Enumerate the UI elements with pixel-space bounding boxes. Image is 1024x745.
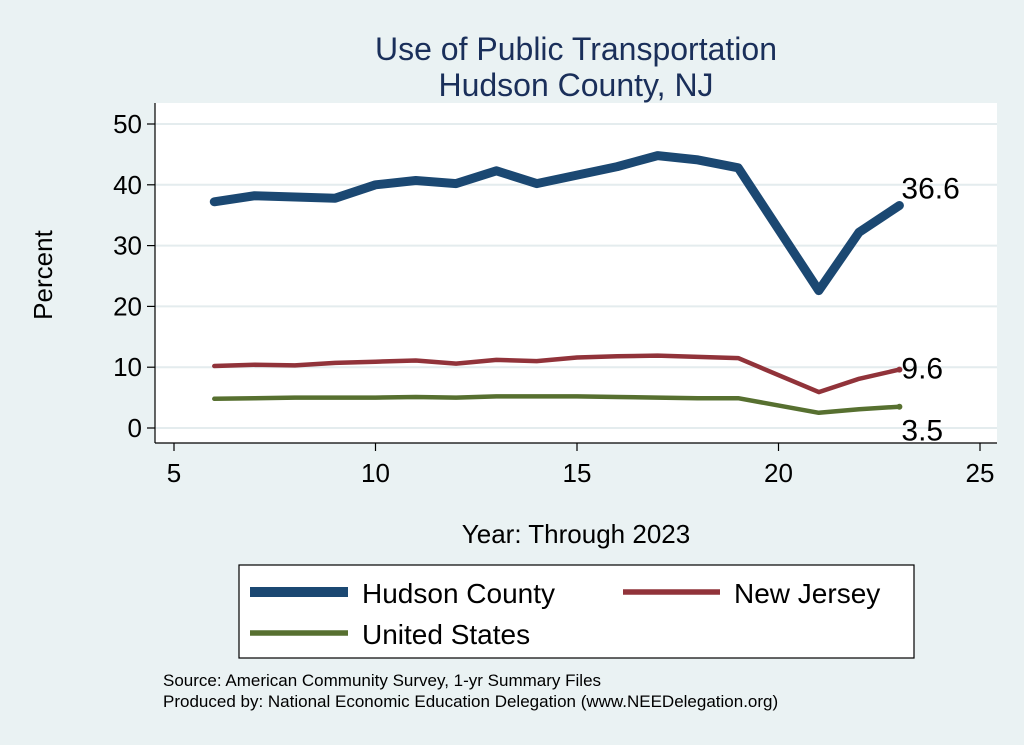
series-line-united-states <box>212 394 902 416</box>
y-ticks: 0 10 20 30 40 50 <box>113 109 155 443</box>
legend-label-hudson-county: Hudson County <box>362 578 555 609</box>
x-tick-label-20: 20 <box>764 458 793 488</box>
end-label-hudson-county: 36.6 <box>901 172 959 205</box>
x-axis-title: Year: Through 2023 <box>462 519 690 549</box>
series-line-hudson-county <box>209 151 904 296</box>
producer-note: Produced by: National Economic Education… <box>163 692 779 711</box>
chart-title-line-2: Hudson County, NJ <box>438 67 713 103</box>
y-tick-label-0: 0 <box>128 413 142 443</box>
x-tick-label-5: 5 <box>167 458 181 488</box>
chart-title-line-1: Use of Public Transportation <box>375 31 777 67</box>
series-line-new-jersey <box>212 353 902 395</box>
series-end-point-hudson-county <box>896 202 903 209</box>
y-tick-label-50: 50 <box>113 109 142 139</box>
y-tick-label-10: 10 <box>113 352 142 382</box>
y-tick-label-20: 20 <box>113 291 142 321</box>
end-label-united-states: 3.5 <box>901 415 943 448</box>
series-group: 36.6 9.6 3.5 <box>209 151 960 448</box>
y-axis-title: Percent <box>28 229 58 319</box>
y-tick-label-30: 30 <box>113 231 142 261</box>
plot-area <box>155 103 997 443</box>
y-tick-label-40: 40 <box>113 170 142 200</box>
x-tick-label-15: 15 <box>563 458 592 488</box>
series-end-point-united-states <box>896 403 903 410</box>
legend-label-new-jersey: New Jersey <box>734 578 880 609</box>
x-tick-label-10: 10 <box>361 458 390 488</box>
x-tick-label-25: 25 <box>966 458 995 488</box>
end-label-new-jersey: 9.6 <box>901 353 943 386</box>
legend <box>238 564 915 659</box>
x-ticks: 5 10 15 20 25 <box>167 443 995 488</box>
legend-label-united-states: United States <box>362 619 530 650</box>
source-note: Source: American Community Survey, 1-yr … <box>163 671 602 690</box>
series-end-point-new-jersey <box>896 366 903 373</box>
